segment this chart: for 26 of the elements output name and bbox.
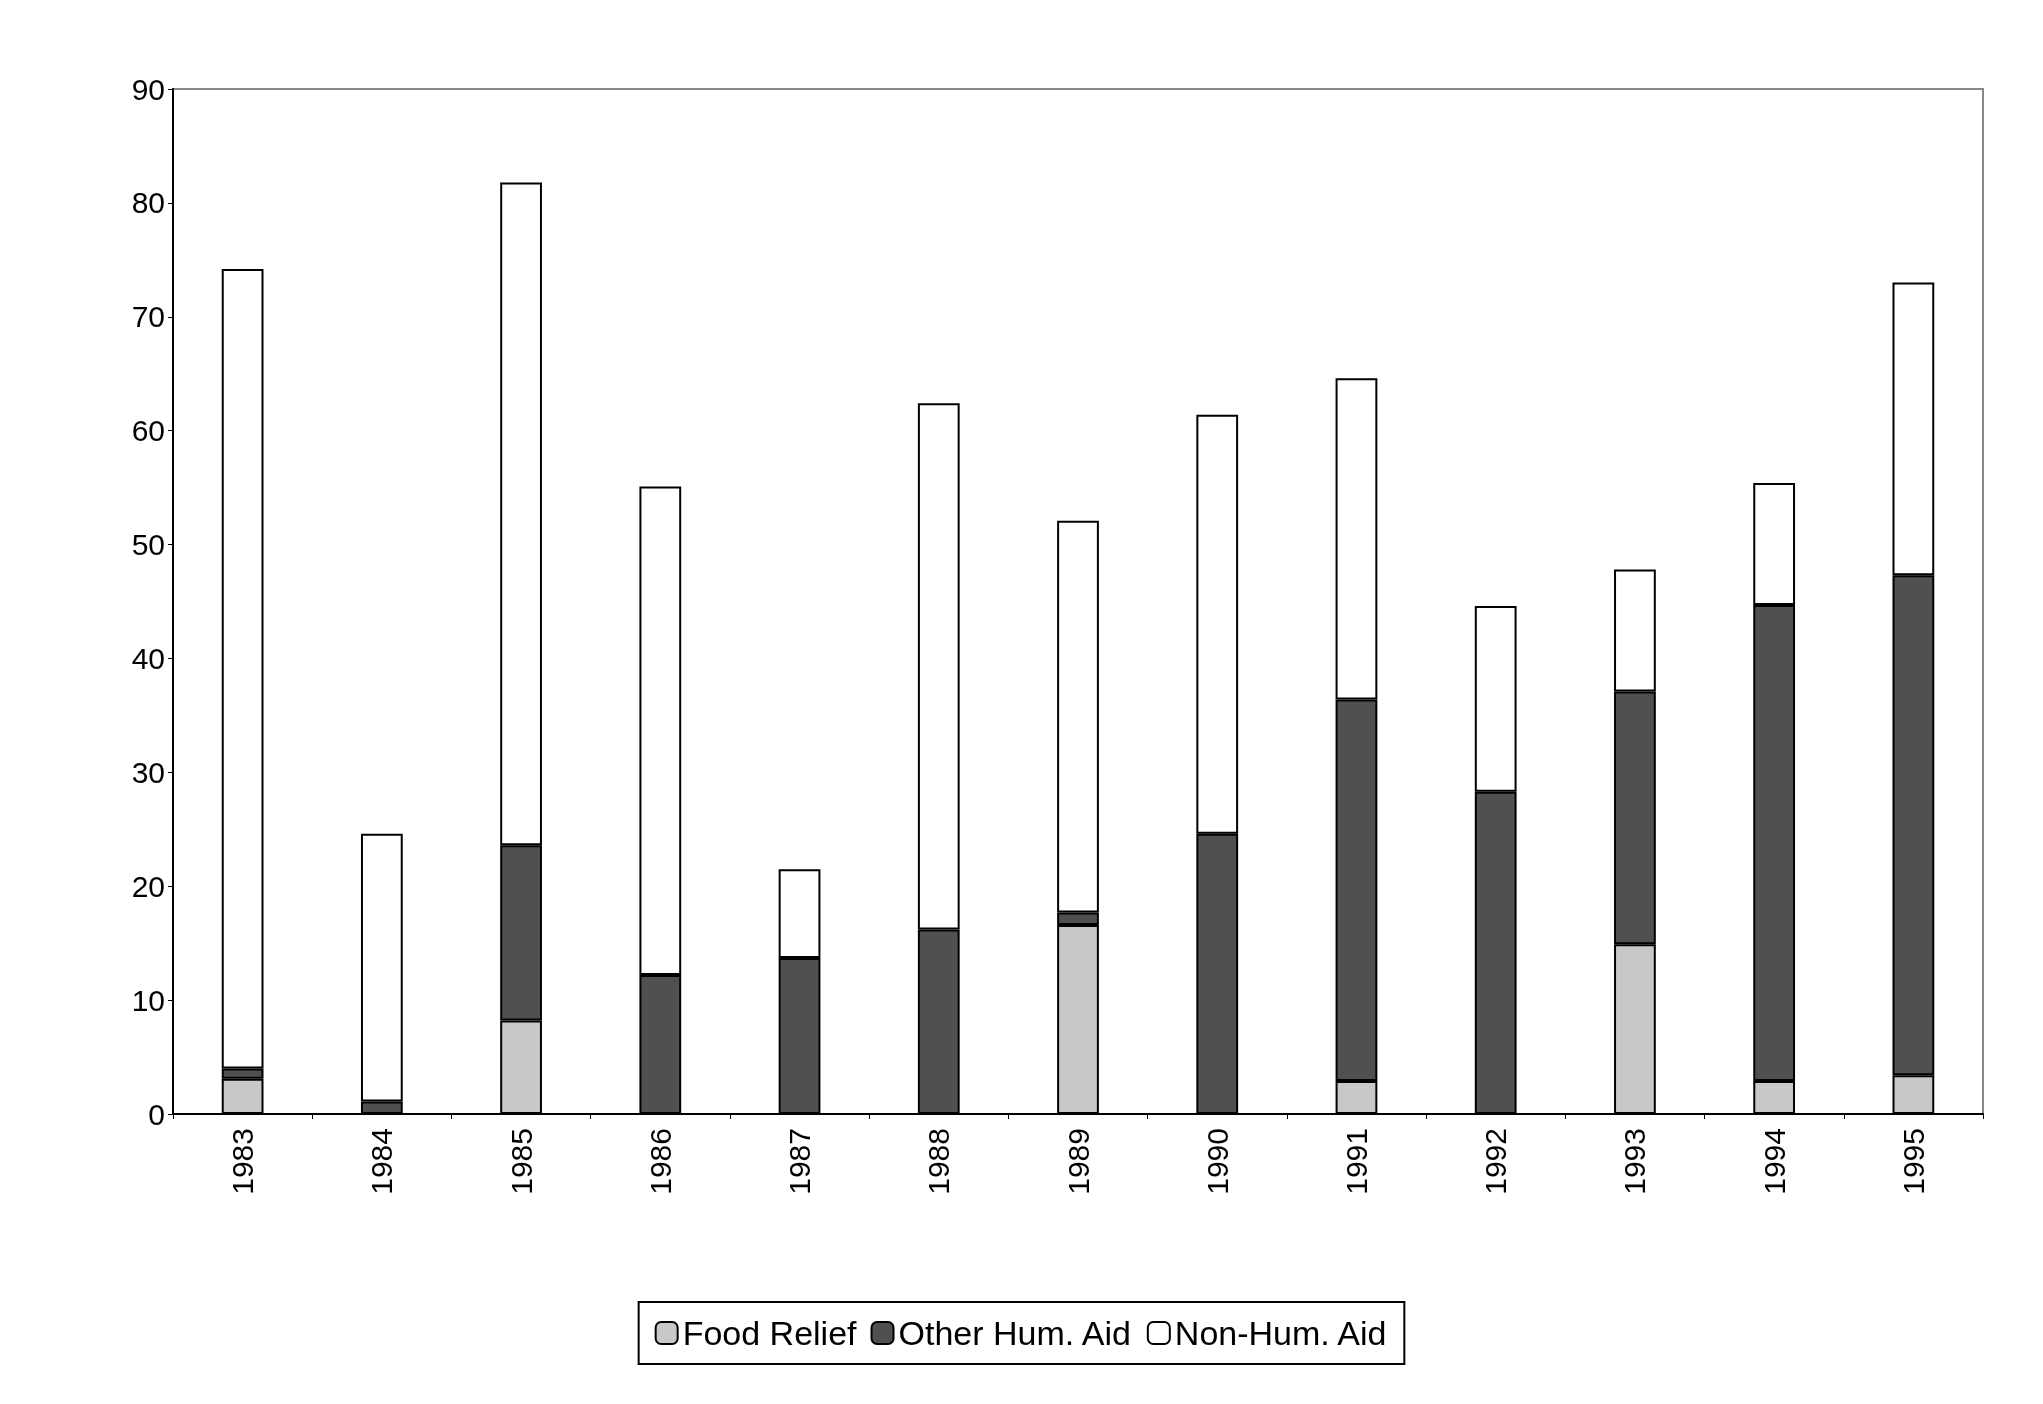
y-tick-label: 20 — [131, 869, 165, 903]
x-tick-label: 1985 — [504, 1128, 538, 1195]
x-tick-label: 1992 — [1479, 1128, 1513, 1195]
x-tick-label: 1989 — [1061, 1128, 1095, 1195]
y-tick-label: 80 — [131, 186, 165, 220]
legend-label: Other Hum. Aid — [898, 1314, 1131, 1352]
legend-label: Food Relief — [682, 1314, 858, 1352]
y-tick-label: 70 — [131, 300, 165, 334]
x-tick-label: 1995 — [1896, 1128, 1930, 1195]
y-tick-label: 0 — [148, 1097, 165, 1131]
y-tick-label: 90 — [131, 72, 165, 106]
x-tick-label: 1993 — [1618, 1128, 1652, 1195]
x-tick-label: 1991 — [1339, 1128, 1373, 1195]
x-tick-label: 1986 — [643, 1128, 677, 1195]
x-tick-label: 1988 — [922, 1128, 956, 1195]
x-tick-label: 1984 — [365, 1128, 399, 1195]
y-tick-label: 40 — [131, 641, 165, 675]
y-tick-label: 50 — [131, 528, 165, 562]
y-tick-label: 30 — [131, 755, 165, 789]
legend-label: Non-Hum. Aid — [1174, 1314, 1387, 1352]
y-tick-label: 60 — [131, 414, 165, 448]
x-tick-label: 1983 — [226, 1128, 260, 1195]
x-tick-label: 1990 — [1200, 1128, 1234, 1195]
x-tick-label: 1994 — [1757, 1128, 1791, 1195]
x-tick-label: 1987 — [783, 1128, 817, 1195]
y-tick-label: 10 — [131, 983, 165, 1017]
